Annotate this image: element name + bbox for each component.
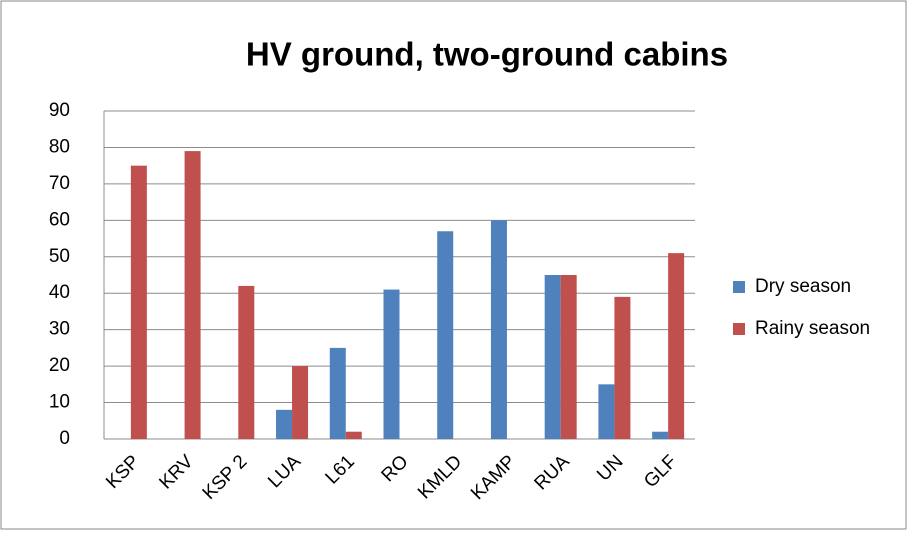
bar: [292, 366, 309, 439]
y-tick-label: 70: [49, 173, 70, 194]
bar: [652, 431, 669, 439]
bar: [490, 220, 507, 439]
y-tick-label: 10: [49, 392, 70, 413]
y-tick-label: 90: [49, 100, 70, 121]
bar: [238, 285, 255, 439]
y-tick-label: 30: [49, 319, 70, 340]
bar: [598, 384, 615, 439]
y-tick-label: 50: [49, 246, 70, 267]
bar: [544, 275, 561, 439]
y-tick-label: 20: [49, 355, 70, 376]
bar: [560, 275, 577, 439]
y-tick-label: 60: [49, 209, 70, 230]
bar: [383, 289, 400, 439]
bar: [614, 296, 631, 439]
y-tick-label: 0: [59, 428, 70, 449]
bar: [668, 253, 685, 439]
y-tick-label: 40: [49, 282, 70, 303]
y-tick-label: 80: [49, 136, 70, 157]
bar: [437, 231, 454, 439]
bar: [345, 431, 362, 439]
bar: [184, 151, 201, 440]
bar: [276, 409, 293, 439]
legend-label: Dry season: [755, 276, 851, 297]
bar: [130, 165, 147, 439]
legend-swatch: [733, 323, 745, 335]
legend-label: Rainy season: [755, 318, 870, 339]
legend-swatch: [733, 281, 745, 293]
bar: [329, 347, 346, 439]
chart-title: HV ground, two-ground cabins: [246, 36, 728, 73]
